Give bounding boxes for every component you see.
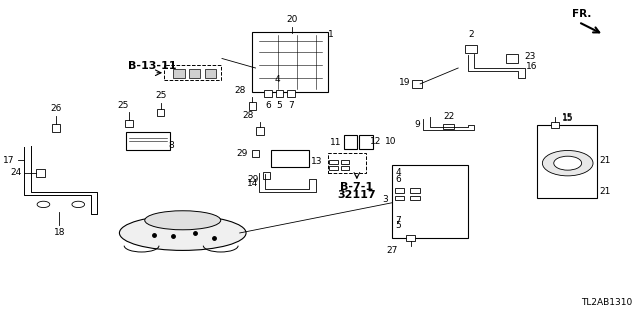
- Text: 14: 14: [247, 179, 259, 188]
- Bar: [550, 122, 559, 128]
- Text: 4: 4: [395, 168, 401, 177]
- Text: 20: 20: [286, 15, 298, 24]
- Text: 17: 17: [3, 156, 15, 164]
- Text: 21: 21: [599, 187, 611, 196]
- Text: 7: 7: [288, 101, 294, 110]
- Text: 27: 27: [386, 246, 397, 255]
- Bar: [205, 69, 216, 78]
- Bar: [125, 120, 132, 127]
- Bar: [394, 196, 404, 200]
- Bar: [36, 169, 45, 177]
- Circle shape: [542, 150, 593, 176]
- Bar: [164, 65, 221, 80]
- Bar: [264, 90, 272, 97]
- Bar: [443, 124, 454, 129]
- Bar: [276, 90, 284, 97]
- Text: 1: 1: [328, 30, 334, 39]
- Ellipse shape: [120, 215, 246, 251]
- Bar: [406, 235, 415, 241]
- Bar: [52, 124, 60, 132]
- Text: 4: 4: [275, 75, 280, 84]
- Circle shape: [37, 201, 50, 208]
- Circle shape: [72, 201, 84, 208]
- Bar: [256, 127, 264, 135]
- Bar: [394, 188, 404, 193]
- Bar: [330, 160, 337, 164]
- Text: 15: 15: [562, 113, 573, 122]
- Text: 18: 18: [54, 228, 65, 237]
- Bar: [248, 102, 256, 110]
- Text: 5: 5: [276, 101, 282, 110]
- Bar: [538, 125, 598, 198]
- Text: 7: 7: [395, 216, 401, 225]
- Text: 6: 6: [266, 101, 271, 110]
- Bar: [412, 80, 422, 88]
- Text: 24: 24: [10, 168, 21, 177]
- Text: 3: 3: [383, 195, 388, 204]
- Text: 19: 19: [399, 78, 411, 87]
- Bar: [340, 166, 349, 170]
- Bar: [328, 153, 366, 173]
- Bar: [506, 54, 518, 63]
- Text: 26: 26: [51, 104, 62, 113]
- Text: 6: 6: [395, 174, 401, 184]
- Text: 25: 25: [117, 101, 128, 110]
- Ellipse shape: [145, 211, 221, 230]
- Text: 32117: 32117: [337, 190, 376, 200]
- Bar: [330, 166, 337, 170]
- Bar: [340, 160, 349, 164]
- Text: 12: 12: [369, 137, 381, 147]
- Bar: [344, 135, 358, 148]
- FancyBboxPatch shape: [252, 32, 328, 92]
- Bar: [173, 69, 184, 78]
- Text: 2: 2: [468, 30, 474, 39]
- Bar: [189, 69, 200, 78]
- Circle shape: [554, 156, 582, 170]
- Text: 5: 5: [395, 220, 401, 229]
- Bar: [410, 188, 420, 193]
- Text: 29: 29: [247, 174, 259, 184]
- Text: 15: 15: [562, 114, 573, 123]
- Text: 23: 23: [525, 52, 536, 61]
- Text: 8: 8: [169, 141, 175, 150]
- Text: FR.: FR.: [572, 9, 591, 19]
- Bar: [410, 196, 420, 200]
- Text: 11: 11: [330, 138, 341, 147]
- Bar: [465, 45, 477, 53]
- Text: 16: 16: [526, 62, 538, 71]
- Text: 21: 21: [599, 156, 611, 164]
- Text: 10: 10: [385, 137, 397, 147]
- Bar: [360, 135, 373, 148]
- Text: 22: 22: [443, 112, 454, 121]
- Bar: [392, 165, 468, 238]
- Bar: [262, 172, 270, 179]
- Text: 28: 28: [243, 111, 253, 120]
- Bar: [125, 132, 170, 150]
- Bar: [271, 150, 309, 167]
- Text: 25: 25: [155, 92, 166, 100]
- Text: 9: 9: [415, 120, 420, 129]
- Text: B-7-1: B-7-1: [340, 182, 373, 192]
- Bar: [287, 90, 295, 97]
- Text: TL2AB1310: TL2AB1310: [581, 298, 632, 307]
- Bar: [252, 150, 259, 157]
- Bar: [157, 109, 164, 116]
- Text: 13: 13: [310, 157, 322, 166]
- Text: B-13-11: B-13-11: [128, 61, 177, 71]
- Text: 29: 29: [236, 149, 247, 158]
- Text: 28: 28: [235, 86, 246, 95]
